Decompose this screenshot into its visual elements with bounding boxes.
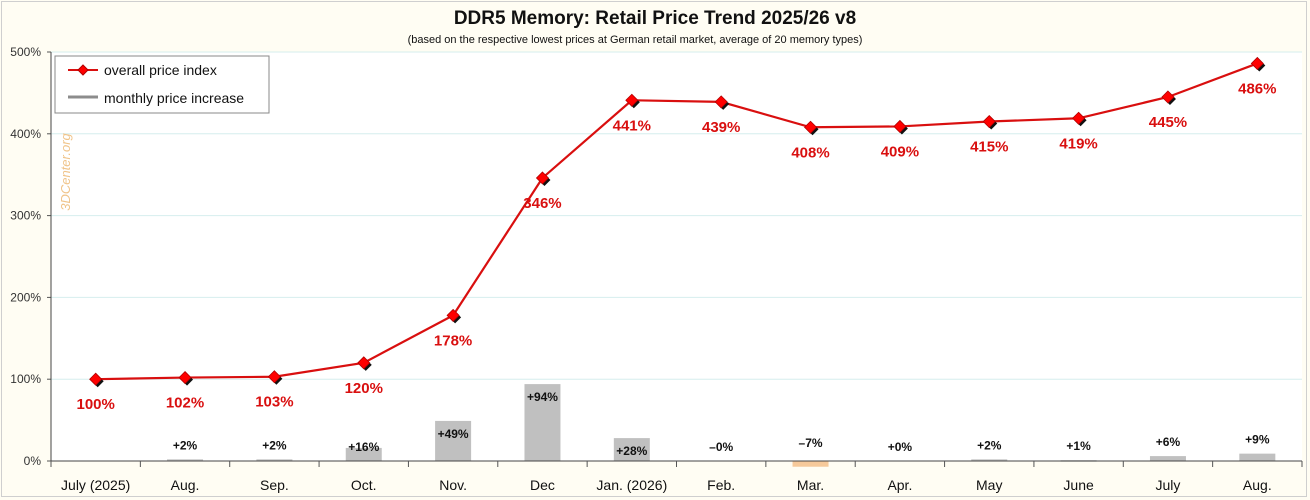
data-point-marker	[625, 93, 639, 107]
bar	[435, 420, 472, 461]
bar-value-label: +28%	[616, 444, 647, 458]
data-point-marker	[982, 114, 996, 129]
bar-value-label: +0%	[888, 440, 913, 454]
bar-value-label: +94%	[527, 390, 558, 404]
point-value-label: 409%	[881, 143, 919, 160]
x-tick-label: Nov.	[439, 477, 467, 493]
line-series	[89, 56, 1266, 388]
y-tick-label: 500%	[10, 45, 41, 59]
bar-series	[167, 384, 1276, 467]
data-point-marker	[803, 120, 818, 134]
x-tick-label: July (2025)	[61, 477, 130, 493]
point-value-label: 439%	[702, 119, 740, 136]
watermark: 3DCenter.org	[58, 132, 73, 210]
point-value-label: 120%	[345, 380, 383, 397]
bar-value-label: +9%	[1245, 433, 1270, 447]
y-tick-label: 0%	[24, 454, 42, 468]
bar-value-label: +49%	[438, 427, 469, 441]
bar	[524, 384, 561, 461]
point-value-label: 102%	[166, 395, 204, 412]
y-tick-label: 400%	[10, 127, 41, 141]
bar	[1149, 456, 1186, 461]
legend: overall price index monthly price increa…	[54, 55, 270, 114]
price-index-line	[95, 62, 1258, 381]
data-point-marker	[535, 171, 550, 185]
data-point-marker	[178, 370, 192, 385]
data-point-marker	[446, 308, 460, 322]
chart-title: DDR5 Memory: Retail Price Trend 2025/26 …	[454, 8, 856, 29]
axes: 0% 100% 200% 300% 400% 500% July (2025) Aug. Sep…	[10, 45, 1303, 493]
x-tick-label: June	[1063, 477, 1094, 493]
plot-area	[51, 52, 1302, 461]
point-value-label: 408%	[791, 144, 829, 161]
point-value-label: 445%	[1149, 114, 1187, 131]
data-point-marker	[893, 119, 907, 134]
gridlines	[51, 51, 1302, 461]
data-point-marker	[1161, 90, 1175, 104]
legend-diamond-icon	[77, 64, 89, 76]
bar	[792, 461, 829, 467]
x-tick-label: Sep.	[260, 477, 289, 493]
data-point-marker	[267, 370, 281, 384]
bar-value-label: +16%	[348, 440, 379, 454]
x-tick-label: Feb.	[707, 477, 735, 493]
point-value-label: 441%	[613, 117, 651, 134]
x-tick-label: Aug.	[1243, 477, 1272, 493]
legend-label-price-index: overall price index	[104, 62, 217, 78]
bar-value-label: +6%	[1156, 435, 1181, 449]
point-value-label: 486%	[1238, 80, 1276, 97]
y-tick-label: 200%	[10, 290, 41, 304]
point-value-label: 100%	[76, 396, 114, 413]
bar	[1239, 453, 1276, 461]
x-tick-label: Mar.	[797, 477, 824, 493]
bar-value-label: +2%	[173, 438, 198, 452]
data-point-marker	[1250, 56, 1264, 71]
point-value-label: 415%	[970, 139, 1008, 156]
x-tick-label: May	[976, 477, 1002, 493]
point-value-label: 178%	[434, 332, 472, 349]
data-point-marker	[1072, 111, 1086, 125]
x-tick-label: Aug.	[171, 477, 200, 493]
bar	[971, 459, 1008, 461]
bar-value-label: +1%	[1066, 439, 1091, 453]
x-tick-label: Oct.	[351, 477, 377, 493]
point-value-label: 419%	[1059, 135, 1097, 152]
y-tick-label: 100%	[10, 372, 41, 386]
bar	[345, 447, 382, 461]
point-value-label: 346%	[523, 195, 561, 212]
bar-value-label: +2%	[977, 438, 1002, 452]
x-tick-label: July	[1156, 477, 1181, 493]
legend-box	[54, 55, 270, 114]
x-tick-label: Jan. (2026)	[596, 477, 667, 493]
legend-label-monthly-increase: monthly price increase	[104, 90, 244, 106]
data-point-marker	[357, 356, 371, 370]
bar	[167, 459, 204, 461]
y-tick-label: 300%	[10, 209, 41, 223]
bar-value-label: –7%	[799, 436, 823, 450]
chart-subtitle: (based on the respective lowest prices a…	[408, 34, 863, 46]
x-tick-label: Apr.	[887, 477, 912, 493]
bar-value-label: +2%	[262, 438, 287, 452]
x-tick-label: Dec	[530, 477, 555, 493]
point-value-label: 103%	[255, 394, 293, 411]
bar-value-label: –0%	[709, 440, 733, 454]
bar	[613, 438, 650, 461]
data-labels: +2% +2% +16% +49% +94% +28% –0% –7% +0% +2% +1% +6%…	[76, 80, 1276, 458]
data-point-marker	[714, 95, 728, 109]
bar	[256, 459, 293, 461]
data-point-marker	[89, 372, 103, 386]
